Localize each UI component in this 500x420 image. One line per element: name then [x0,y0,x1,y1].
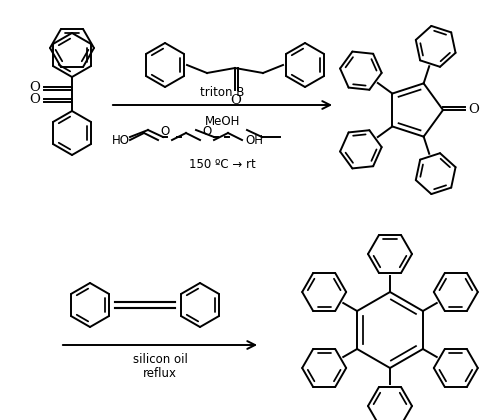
Text: O: O [468,102,479,116]
Text: O: O [160,125,169,138]
Text: O: O [29,81,40,94]
Text: silicon oil: silicon oil [132,353,188,366]
Text: O: O [230,94,241,107]
Text: HO: HO [112,134,130,147]
Text: reflux: reflux [143,367,177,380]
Text: O: O [29,92,40,105]
Text: MeOH: MeOH [205,115,240,128]
Text: triton B: triton B [200,86,244,99]
Text: OH: OH [245,134,263,147]
Text: 150 ºC → rt: 150 ºC → rt [189,158,256,171]
Text: O: O [202,125,211,138]
